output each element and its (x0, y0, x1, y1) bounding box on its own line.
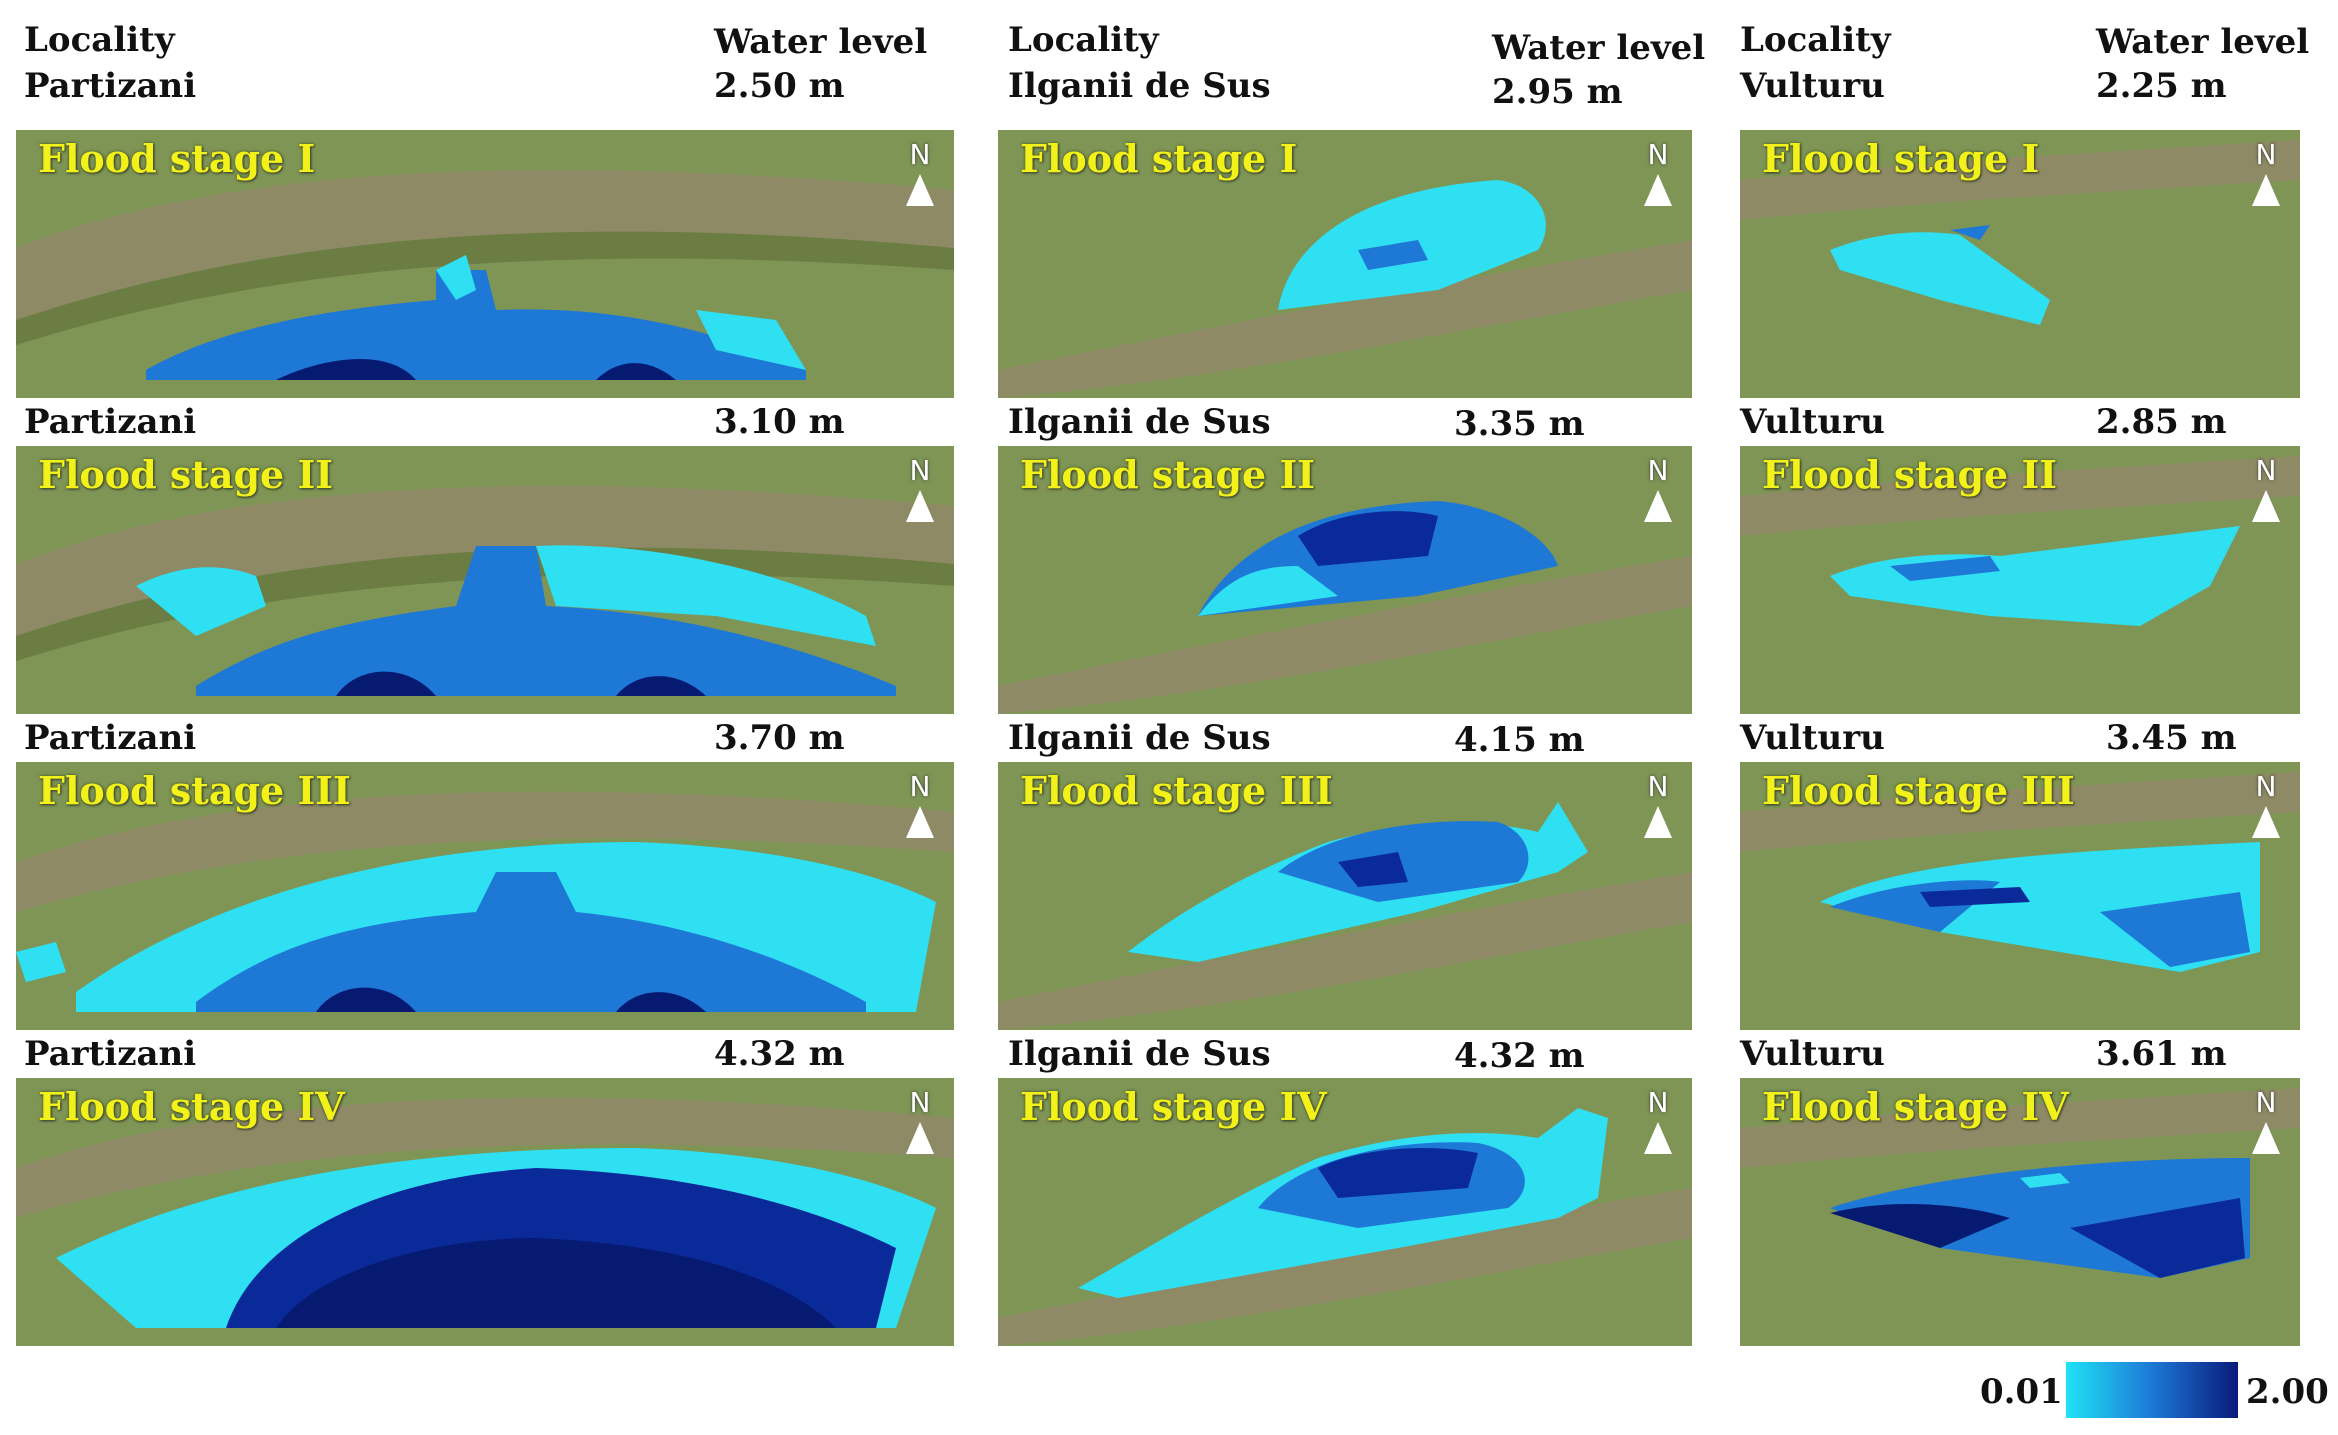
legend-max-label: 2.00 (2246, 1372, 2329, 1412)
flood-map-panel: Flood stage I N (1740, 130, 2300, 398)
panel-water-level-label: 2.85 m (2096, 402, 2227, 442)
flood-stage-label: Flood stage II (1020, 452, 1316, 497)
north-label: N (2255, 1086, 2277, 1119)
north-arrow-icon: N (900, 140, 940, 210)
flood-stage-label: Flood stage III (1762, 768, 2075, 813)
north-label: N (1647, 138, 1669, 171)
flood-map-image (1740, 762, 2300, 1030)
panel-water-level-label: 4.15 m (1454, 720, 1585, 760)
panel-locality-label: Vulturu (1740, 402, 1885, 442)
panel-water-level-label: 4.32 m (714, 1034, 845, 1074)
panel-water-level-label: 3.61 m (2096, 1034, 2227, 1074)
flood-stage-label: Flood stage III (1020, 768, 1333, 813)
column-partizani: Locality Partizani Water level 2.50 m Fl… (0, 0, 960, 1435)
north-label: N (909, 770, 931, 803)
locality-header-label: Locality (1740, 20, 1891, 60)
north-label: N (1647, 770, 1669, 803)
flood-map-panel: Flood stage II N (1740, 446, 2300, 714)
panel-locality-label: Partizani (24, 1034, 197, 1074)
flood-map-image (998, 762, 1692, 1030)
north-arrow-icon: N (900, 772, 940, 842)
flood-map-panel: Flood stage IV N (1740, 1078, 2300, 1346)
flood-map-image (1740, 446, 2300, 714)
north-label: N (1647, 454, 1669, 487)
north-label: N (2255, 138, 2277, 171)
panel-locality-label: Partizani (24, 402, 197, 442)
flood-stage-label: Flood stage II (38, 452, 334, 497)
flood-map-panel: Flood stage I N (16, 130, 954, 398)
north-arrow-icon: N (1638, 140, 1678, 210)
locality-header-name: Vulturu (1740, 66, 1885, 106)
flood-stage-label: Flood stage I (38, 136, 316, 181)
water-level-value: 2.50 m (714, 66, 845, 106)
flood-map-image (16, 762, 954, 1030)
water-level-header-label: Water level (1492, 28, 1706, 68)
panel-locality-label: Ilganii de Sus (1008, 402, 1271, 442)
locality-header-label: Locality (1008, 20, 1159, 60)
north-arrow-icon: N (2246, 1088, 2286, 1158)
flood-map-panel: Flood stage I N (998, 130, 1692, 398)
column-ilganii-de-sus: Locality Ilganii de Sus Water level 2.95… (980, 0, 1705, 1435)
flood-stage-label: Flood stage I (1020, 136, 1298, 181)
north-arrow-icon: N (2246, 456, 2286, 526)
north-arrow-icon: N (1638, 456, 1678, 526)
flood-map-image (16, 1078, 954, 1346)
flood-map-panel: Flood stage IV N (998, 1078, 1692, 1346)
column-vulturu: Locality Vulturu Water level 2.25 m Floo… (1720, 0, 2338, 1435)
flood-map-image (1740, 130, 2300, 398)
north-label: N (2255, 770, 2277, 803)
flood-map-panel: Flood stage II N (16, 446, 954, 714)
north-label: N (2255, 454, 2277, 487)
panel-locality-label: Vulturu (1740, 718, 1885, 758)
flood-map-image (16, 446, 954, 714)
water-level-header-label: Water level (2096, 22, 2310, 62)
north-arrow-icon: N (1638, 1088, 1678, 1158)
panel-water-level-label: 4.32 m (1454, 1036, 1585, 1076)
flood-stage-label: Flood stage III (38, 768, 351, 813)
panel-water-level-label: 3.70 m (714, 718, 845, 758)
north-arrow-icon: N (900, 456, 940, 526)
flood-map-image (998, 1078, 1692, 1346)
locality-header-name: Partizani (24, 66, 197, 106)
north-arrow-icon: N (2246, 772, 2286, 842)
flood-map-panel: Flood stage III N (16, 762, 954, 1030)
flood-map-panel: Flood stage IV N (16, 1078, 954, 1346)
flood-stage-label: Flood stage IV (1762, 1084, 2069, 1129)
flood-stage-label: Flood stage I (1762, 136, 2040, 181)
north-arrow-icon: N (900, 1088, 940, 1158)
panel-water-level-label: 3.35 m (1454, 404, 1585, 444)
north-label: N (909, 454, 931, 487)
north-arrow-icon: N (1638, 772, 1678, 842)
north-arrow-icon: N (2246, 140, 2286, 210)
locality-header-label: Locality (24, 20, 175, 60)
panel-water-level-label: 3.10 m (714, 402, 845, 442)
water-level-value: 2.95 m (1492, 72, 1623, 112)
legend-min-label: 0.01 (1980, 1372, 2063, 1412)
panel-locality-label: Ilganii de Sus (1008, 718, 1271, 758)
panel-locality-label: Partizani (24, 718, 197, 758)
north-label: N (909, 138, 931, 171)
locality-header-name: Ilganii de Sus (1008, 66, 1271, 106)
north-label: N (1647, 1086, 1669, 1119)
legend-color-ramp (2066, 1362, 2238, 1418)
flood-map-panel: Flood stage III N (998, 762, 1692, 1030)
water-level-header-label: Water level (714, 22, 928, 62)
panel-locality-label: Vulturu (1740, 1034, 1885, 1074)
flood-stage-label: Flood stage II (1762, 452, 2058, 497)
flood-map-image (998, 446, 1692, 714)
water-level-value: 2.25 m (2096, 66, 2227, 106)
panel-locality-label: Ilganii de Sus (1008, 1034, 1271, 1074)
flood-map-image (16, 130, 954, 398)
flood-stage-label: Flood stage IV (1020, 1084, 1327, 1129)
flood-map-panel: Flood stage II N (998, 446, 1692, 714)
flood-map-image (998, 130, 1692, 398)
north-label: N (909, 1086, 931, 1119)
flood-map-image (1740, 1078, 2300, 1346)
flood-stage-label: Flood stage IV (38, 1084, 345, 1129)
panel-water-level-label: 3.45 m (2106, 718, 2237, 758)
flood-map-panel: Flood stage III N (1740, 762, 2300, 1030)
